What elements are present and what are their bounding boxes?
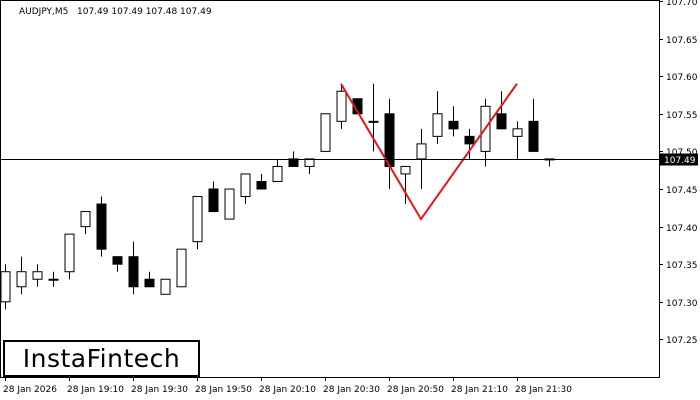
price-axis: 107.70 107.65 107.60 107.55 107.50 107.45 107.… (659, 0, 698, 346)
candle-body (224, 188, 235, 220)
candle (160, 278, 171, 295)
candle-body (400, 165, 411, 175)
candle (400, 165, 411, 205)
price-tag-label: 107.49 (664, 156, 696, 166)
x-tick-label: 28 Jan 20:50 (387, 385, 444, 395)
candle (48, 271, 59, 287)
candle (528, 98, 539, 152)
x-tick-label: 28 Jan 20:30 (323, 385, 380, 395)
y-tick-label: 107.40 (666, 224, 698, 234)
candle-body (336, 90, 347, 122)
candle (144, 271, 155, 288)
brand-logo-text: InstaFintech (22, 344, 181, 373)
candle (272, 158, 283, 182)
chart-symbol: AUDJPY,M5 (19, 7, 68, 17)
candle-body (320, 113, 331, 152)
candle (288, 151, 299, 167)
candle (240, 173, 251, 205)
candle (496, 91, 507, 130)
candle-body (304, 158, 315, 167)
y-tick-label: 107.25 (666, 336, 698, 346)
y-tick-label: 107.35 (666, 261, 698, 271)
candle-body (512, 128, 523, 137)
candle (224, 188, 235, 220)
y-tick-label: 107.45 (666, 186, 698, 196)
double-bottom-pattern (340, 83, 518, 221)
x-tick-label: 28 Jan 19:10 (67, 385, 124, 395)
candle-body (160, 278, 171, 295)
candle-body (432, 113, 443, 137)
y-tick-label: 107.70 (666, 0, 698, 8)
candle (320, 113, 331, 152)
candle (96, 196, 107, 257)
candle-body (48, 278, 59, 281)
x-tick-label: 28 Jan 20:10 (259, 385, 316, 395)
candle-body (240, 173, 251, 198)
candle-body (144, 278, 155, 288)
candle-body (208, 188, 219, 213)
candle-body (112, 256, 123, 265)
candle (16, 256, 27, 295)
price-tag-background (660, 153, 698, 166)
candle (512, 121, 523, 159)
candle (256, 173, 267, 190)
candle-body (0, 271, 11, 303)
brand-logo: InstaFintech (3, 340, 200, 377)
candle-body (128, 256, 139, 288)
candle-body (32, 271, 43, 280)
time-axis: 28 Jan 2026 28 Jan 19:10 28 Jan 19:30 28 Ja… (3, 377, 572, 395)
candle-body (496, 113, 507, 130)
candle (32, 264, 43, 287)
pattern-line (340, 83, 518, 221)
y-tick-label: 107.30 (666, 299, 698, 309)
candle (208, 181, 219, 213)
x-tick-label: 28 Jan 19:30 (131, 385, 188, 395)
y-tick-label: 107.50 (666, 148, 698, 158)
candle (176, 248, 187, 288)
x-tick-label: 28 Jan 19:50 (195, 385, 252, 395)
price-tag: 107.49 (660, 153, 698, 166)
candle (448, 106, 459, 137)
candle-body (96, 203, 107, 250)
candle-body (272, 165, 283, 182)
candle-body (256, 180, 267, 190)
candle (128, 241, 139, 295)
candle-body (352, 98, 363, 115)
candle-body (80, 211, 91, 228)
candle (64, 233, 75, 280)
candle-body (288, 158, 299, 167)
candle-body (528, 120, 539, 152)
candle (336, 83, 347, 129)
candle (304, 158, 315, 174)
y-tick-label: 107.55 (666, 111, 698, 121)
candle-body (416, 143, 427, 160)
candle (464, 128, 475, 159)
candle-body (16, 271, 27, 288)
candle-body (176, 248, 187, 288)
candle-body (192, 196, 203, 243)
x-tick-label: 28 Jan 21:30 (515, 385, 572, 395)
candle (416, 128, 427, 189)
x-tick-label: 28 Jan 2026 (3, 385, 57, 395)
y-tick-label: 107.65 (666, 36, 698, 46)
candle (432, 91, 443, 144)
candle-body (64, 233, 75, 273)
candle (112, 256, 123, 272)
y-tick-label: 107.60 (666, 73, 698, 83)
candle-body (448, 120, 459, 130)
candle (192, 196, 203, 250)
chart-ohlc: 107.49 107.49 107.48 107.49 (77, 7, 212, 17)
x-tick-label: 28 Jan 21:10 (451, 385, 508, 395)
candle (80, 211, 91, 235)
candle-body (464, 135, 475, 145)
candle-body (368, 120, 379, 123)
